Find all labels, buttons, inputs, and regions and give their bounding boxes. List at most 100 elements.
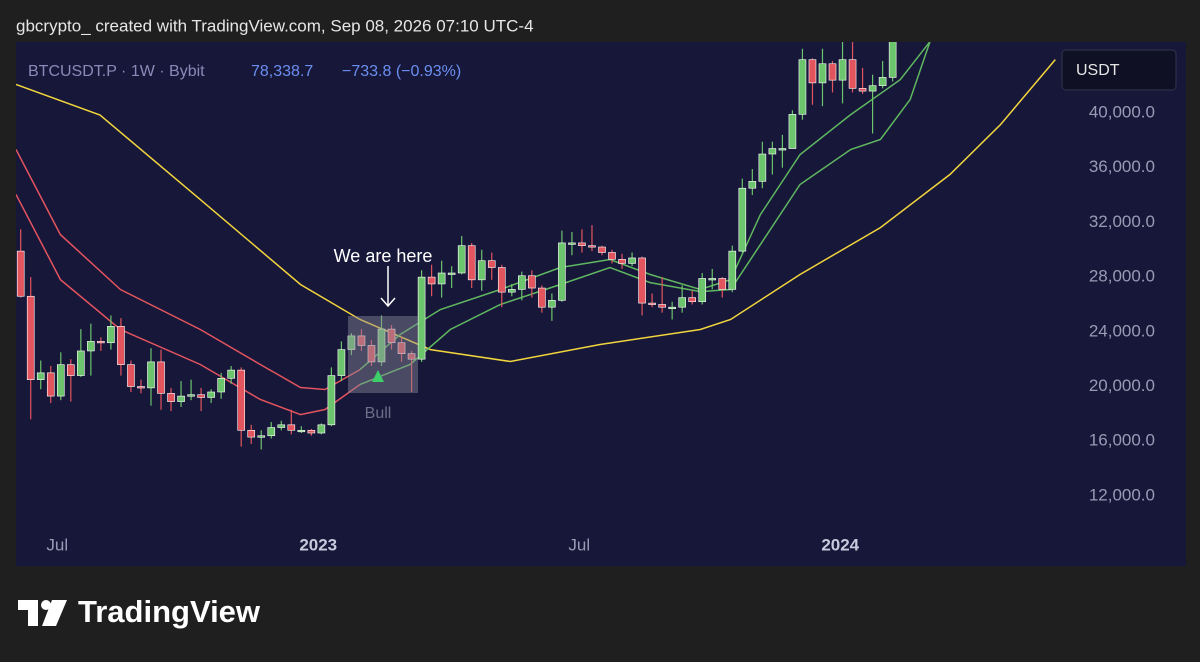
candle-body: [427, 276, 436, 285]
candle-body: [658, 304, 666, 308]
candle-body: [46, 372, 55, 397]
x-tick-label: 2024: [821, 535, 859, 554]
candle-body: [578, 242, 586, 246]
candle-body: [337, 349, 346, 376]
candle-body: [848, 59, 857, 89]
candle-body: [798, 59, 807, 115]
candle-body: [307, 429, 316, 434]
candle-body: [457, 245, 466, 274]
candle-body: [56, 364, 65, 397]
axes-layer: 12,000.0 16,000.0 20,000.0 24,000.0 28,000.0…: [46, 102, 1155, 554]
x-tick-label: 2023: [299, 535, 337, 554]
candle-body: [297, 429, 306, 433]
candle-body: [217, 378, 225, 393]
candle-body: [207, 391, 215, 398]
candle-body: [688, 297, 696, 303]
candle-body: [277, 424, 286, 428]
candle-body: [257, 435, 266, 438]
x-tick-label: Jul: [46, 535, 68, 554]
candle-body: [267, 427, 276, 437]
candle-body: [447, 272, 456, 275]
candle-body: [367, 345, 376, 363]
y-tick-label: 40,000.0: [1089, 102, 1155, 121]
marker-label: We are here: [334, 246, 433, 266]
price-change: −733.8 (−0.93%): [342, 63, 461, 80]
marker-arrowhead: [380, 297, 396, 308]
candle-body: [67, 364, 75, 376]
candle-body: [377, 328, 386, 363]
candle-body: [147, 361, 155, 389]
currency-box[interactable]: [1061, 49, 1177, 91]
candle-body: [868, 85, 877, 92]
signal-label: Bull: [365, 405, 392, 422]
y-tick-label: 36,000.0: [1089, 157, 1155, 176]
candle-body: [678, 297, 686, 308]
candle-body: [437, 272, 446, 285]
candle-body: [618, 259, 626, 264]
candle-body: [628, 257, 636, 264]
candle-body: [137, 386, 145, 389]
candle-body: [718, 278, 727, 290]
footer-logo: [18, 600, 67, 626]
candle-body: [638, 257, 646, 304]
candle-body: [187, 394, 195, 397]
candle-body: [708, 278, 717, 281]
candle-body: [397, 342, 406, 354]
candle-body: [157, 361, 165, 394]
chart-panel: [16, 42, 1186, 566]
candle-body: [768, 148, 777, 155]
last-price: 78,338.7: [251, 63, 313, 80]
candle-body: [518, 275, 526, 290]
candle-body: [808, 59, 817, 84]
candle-body: [838, 59, 847, 81]
y-tick-label: 20,000.0: [1089, 376, 1155, 395]
candle-body: [858, 88, 867, 92]
candle-body: [528, 275, 536, 289]
indicator-line: [359, 42, 931, 371]
candle-body: [417, 276, 426, 360]
candle-body: [728, 250, 737, 290]
candle-body: [107, 326, 115, 344]
candle-body: [507, 289, 516, 293]
candle-body: [878, 77, 887, 86]
candle-body: [387, 328, 396, 344]
annotation-layer: Bull We are here: [334, 246, 433, 422]
candle-body: [748, 181, 757, 189]
candle-body: [738, 187, 747, 252]
candle-body: [197, 394, 205, 398]
candle-body: [568, 242, 576, 245]
candle-body: [698, 278, 707, 303]
candle-body: [477, 260, 486, 281]
candle-body: [16, 250, 25, 297]
candle-body: [117, 326, 125, 365]
candle-body: [237, 369, 245, 431]
y-tick-label: 16,000.0: [1089, 431, 1155, 450]
y-tick-label: 32,000.0: [1089, 212, 1155, 231]
footer-brand: TradingView: [78, 594, 261, 629]
candle-body: [588, 245, 596, 248]
logo-dot: [41, 600, 51, 610]
candle-body: [558, 242, 566, 301]
logo-mark: [18, 600, 38, 626]
candle-body: [287, 424, 296, 431]
candle-body: [177, 395, 185, 402]
y-tick-label: 24,000.0: [1089, 321, 1155, 340]
candle-body: [487, 260, 496, 268]
logo-slash: [42, 600, 67, 626]
currency-label[interactable]: USDT: [1076, 62, 1120, 79]
candle-body: [467, 245, 476, 281]
candle-body: [327, 375, 336, 426]
indicator-line: [16, 149, 361, 391]
candle-body: [317, 424, 326, 434]
plot-area: [16, 42, 1056, 450]
candle-body: [788, 114, 797, 149]
candle-body: [87, 341, 95, 352]
candle-body: [36, 372, 45, 380]
candle-body: [97, 341, 105, 344]
candle-body: [888, 42, 897, 78]
candle-body: [167, 393, 175, 402]
candle-body: [407, 353, 416, 360]
candle-body: [227, 369, 235, 379]
